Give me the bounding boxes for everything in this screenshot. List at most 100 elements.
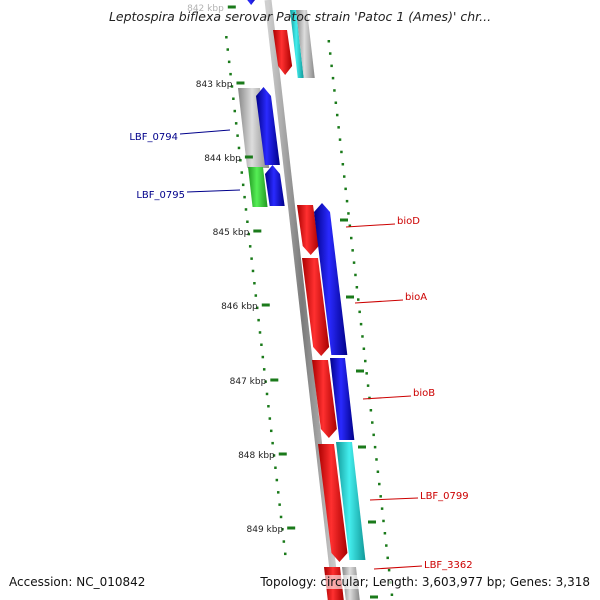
track-dot [247, 232, 251, 236]
gene-label: bioD [397, 216, 420, 227]
track-dot [271, 441, 274, 445]
scale-tick [368, 520, 376, 524]
track-dot [347, 212, 350, 215]
gene-labels: LBF_0794 LBF_0795 bioD bioA bioB LBF_0799 LBF_… [129, 129, 473, 571]
track-dot [361, 335, 364, 338]
track-dot [386, 556, 389, 560]
track-dot [349, 236, 353, 240]
scale-label: 846 kbp [221, 302, 258, 312]
track-dot [372, 433, 375, 437]
accession-text: Accession: NC_010842 [9, 575, 146, 589]
gene-red-arrow [318, 444, 348, 562]
track-dot [258, 331, 262, 334]
track-dot [340, 150, 343, 154]
scale-tick [253, 229, 262, 233]
scale-tick [358, 445, 366, 449]
gene-green-arrow [248, 167, 268, 207]
track-dot [268, 417, 272, 420]
track-dot [278, 503, 281, 506]
gene-red-arrow [302, 258, 330, 356]
track-dot [375, 458, 378, 461]
track-dot [376, 470, 380, 473]
gene-label: LBF_3362 [424, 560, 473, 571]
scale-label: 844 kbp [204, 154, 241, 164]
track-dot [355, 286, 359, 289]
track-dot [352, 261, 356, 264]
track-dot [373, 445, 377, 449]
track-dot [382, 519, 385, 523]
track-dot [264, 380, 267, 383]
scale-label: 849 kbp [247, 525, 284, 535]
track-dot [348, 224, 352, 227]
track-dot [233, 109, 237, 113]
track-dot [338, 138, 342, 141]
scale-label: 843 kbp [196, 80, 233, 90]
track-dot [354, 273, 357, 277]
gene-label-leader [362, 395, 412, 400]
gene-label: bioB [413, 388, 435, 399]
track-dot [341, 163, 345, 166]
track-dot [246, 220, 249, 223]
track-dot [254, 294, 258, 297]
scale-tick [287, 526, 296, 530]
track-dot [351, 249, 354, 252]
map-title: Leptospira biflexa serovar Patoc strain … [108, 9, 492, 24]
track-dot [335, 113, 339, 117]
track-dot [380, 507, 384, 510]
track-dot [225, 36, 228, 39]
gene-cyan-arrow [336, 442, 366, 560]
scale-label: 847 kbp [230, 377, 267, 387]
track-dot [362, 347, 366, 350]
track-dot [344, 187, 347, 191]
track-dot [279, 515, 283, 519]
track-dot [357, 298, 360, 301]
track-dot [274, 466, 277, 469]
track-dot [244, 208, 248, 211]
scale-label: 842 kbp [187, 4, 224, 14]
scale-label: 848 kbp [238, 451, 275, 461]
track-dot [276, 491, 280, 494]
gene-label-leader [369, 497, 419, 501]
gene-blue-arrow [314, 203, 348, 355]
gene-blue-arrow [330, 358, 355, 440]
track-dot [330, 64, 333, 68]
scale-tick [346, 295, 354, 299]
track-dot [275, 478, 279, 482]
track-dot [262, 368, 266, 371]
track-dot [337, 126, 340, 129]
track-dot [333, 89, 336, 92]
track-dot [371, 421, 374, 424]
scale-tick [261, 303, 270, 307]
gene-blue-arrow [256, 87, 280, 165]
track-dot [281, 528, 284, 531]
gene-label: LBF_0799 [420, 491, 469, 502]
scale-tick [244, 155, 253, 159]
scale-tick [340, 218, 348, 222]
track-dot [230, 85, 234, 88]
track-dot [260, 343, 263, 346]
gene-label-leader [354, 299, 404, 304]
scale-track: 842 kbp 843 kbp 844 kbp 845 kbp 846 kbp 847 k… [187, 4, 378, 599]
map-summary-text: Topology: circular; Length: 3,603,977 bp… [260, 575, 590, 589]
track-dot [237, 146, 241, 150]
track-dot [383, 532, 387, 535]
gene-label-leader [345, 223, 396, 228]
track-dot [328, 52, 332, 55]
gene-label: LBF_0794 [129, 132, 178, 143]
track-dot [240, 171, 244, 174]
gene-gray-arrow [296, 10, 315, 78]
scale-tick [356, 369, 364, 373]
gc-skew-dots [225, 36, 394, 596]
track-dot [366, 384, 370, 387]
track-dot [327, 40, 331, 43]
track-dot [368, 396, 371, 400]
gene-label-leader [186, 189, 241, 193]
scale-tick [227, 5, 236, 9]
track-dot [359, 322, 363, 326]
track-dot [250, 257, 253, 260]
track-dot [390, 593, 394, 596]
track-dot [255, 306, 259, 310]
track-dot [385, 544, 388, 547]
track-dot [236, 134, 239, 137]
